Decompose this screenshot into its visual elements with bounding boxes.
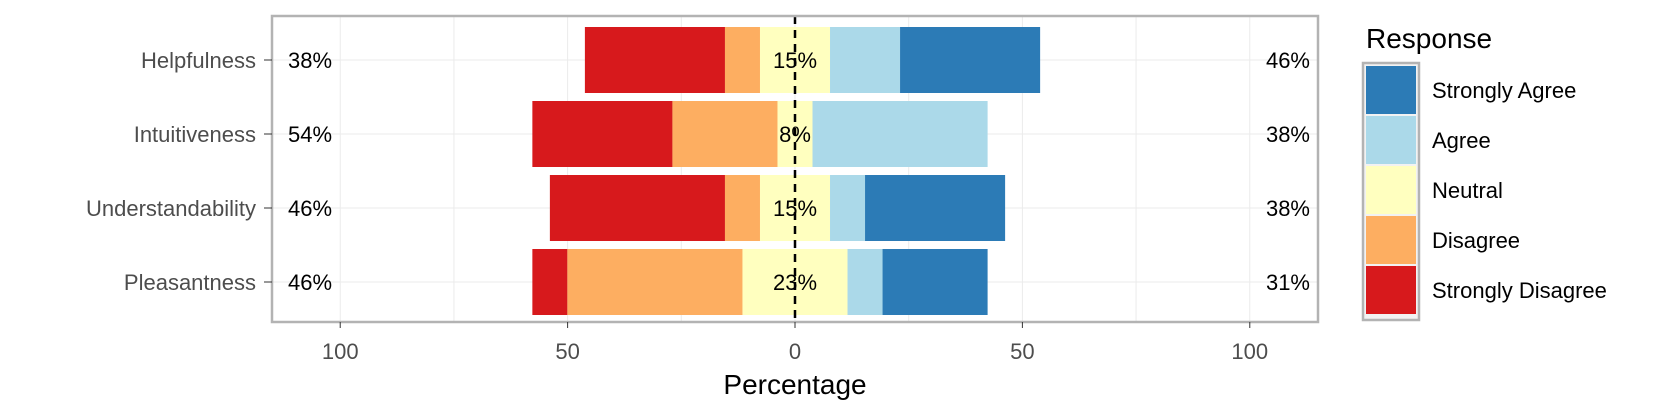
left-percent-label: 38% xyxy=(288,48,332,73)
category-label: Understandability xyxy=(86,196,256,221)
legend-key-agree xyxy=(1366,116,1416,164)
bar-strongly-disagree-understandability xyxy=(549,175,725,241)
left-percent-label: 54% xyxy=(288,122,332,147)
percent-labels: 38% 15% 46% 54% 8% 38% 46% 15% 38% 46% 23% 31% xyxy=(288,48,1310,295)
legend-title: Response xyxy=(1366,23,1492,54)
x-tick-label: 100 xyxy=(1231,339,1268,364)
right-percent-label: 38% xyxy=(1266,122,1310,147)
bar-strongly-disagree-helpfulness xyxy=(584,27,725,93)
center-percent-label: 8% xyxy=(779,122,811,147)
category-label: Pleasantness xyxy=(124,270,256,295)
right-percent-label: 38% xyxy=(1266,196,1310,221)
legend-label: Disagree xyxy=(1432,228,1520,253)
right-percent-label: 46% xyxy=(1266,48,1310,73)
bar-disagree-understandability xyxy=(724,175,760,241)
x-axis-title: Percentage xyxy=(723,369,866,400)
bar-disagree-intuitiveness xyxy=(672,101,778,167)
center-percent-label: 15% xyxy=(773,48,817,73)
bar-strongly-agree-understandability xyxy=(865,175,1006,241)
legend-label: Agree xyxy=(1432,128,1491,153)
legend-label: Strongly Agree xyxy=(1432,78,1576,103)
category-label: Intuitiveness xyxy=(134,122,256,147)
center-percent-label: 23% xyxy=(773,270,817,295)
bar-agree-intuitiveness xyxy=(812,101,988,167)
bar-agree-understandability xyxy=(830,175,866,241)
bar-agree-helpfulness xyxy=(830,27,901,93)
right-percent-label: 31% xyxy=(1266,270,1310,295)
bar-strongly-disagree-pleasantness xyxy=(532,249,568,315)
category-label: Helpfulness xyxy=(141,48,256,73)
x-tick-label: 50 xyxy=(555,339,579,364)
left-percent-label: 46% xyxy=(288,270,332,295)
bar-strongly-disagree-intuitiveness xyxy=(532,101,673,167)
legend-key-strongly-disagree xyxy=(1366,266,1416,314)
left-percent-label: 46% xyxy=(288,196,332,221)
legend-key-disagree xyxy=(1366,216,1416,264)
x-tick-label: 100 xyxy=(322,339,359,364)
bar-disagree-helpfulness xyxy=(724,27,760,93)
bar-agree-pleasantness xyxy=(847,249,883,315)
legend-key-strongly-agree xyxy=(1366,66,1416,114)
category-labels: Helpfulness Intuitiveness Understandabilit… xyxy=(86,48,272,295)
x-axis-ticks: 100 50 0 50 100 xyxy=(322,322,1268,364)
legend: Strongly Agree Agree Neutral Disagree Strong… xyxy=(1361,61,1607,322)
x-tick-label: 50 xyxy=(1010,339,1034,364)
bar-strongly-agree-pleasantness xyxy=(882,249,988,315)
center-percent-label: 15% xyxy=(773,196,817,221)
bar-strongly-agree-helpfulness xyxy=(900,27,1041,93)
bar-disagree-pleasantness xyxy=(567,249,743,315)
legend-label: Neutral xyxy=(1432,178,1503,203)
x-tick-label: 0 xyxy=(789,339,801,364)
legend-key-neutral xyxy=(1366,166,1416,214)
legend-label: Strongly Disagree xyxy=(1432,278,1607,303)
